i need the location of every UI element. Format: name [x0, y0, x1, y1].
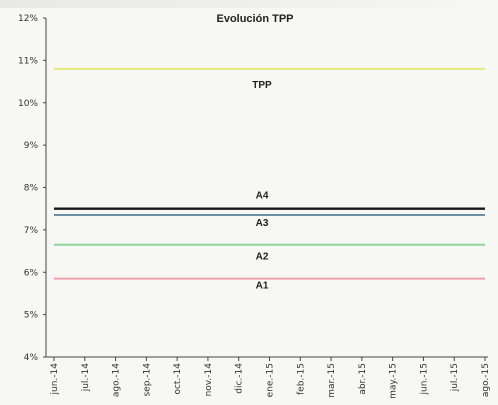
y-tick-label: 9%	[24, 141, 39, 151]
y-tick-label: 10%	[18, 99, 38, 109]
series-lines	[54, 67, 485, 280]
x-tick-label: ago.-14	[112, 363, 122, 397]
x-tick-label: feb.-15	[296, 363, 306, 395]
y-tick-label: 8%	[24, 184, 39, 194]
x-tick-label: nov.-14	[204, 363, 214, 397]
y-tick-label: 5%	[24, 311, 39, 321]
x-tick-label: dic.-14	[235, 363, 245, 394]
series-label-a1: A1	[256, 281, 269, 292]
y-ticks: 4% 5% 6% 7% 8% 9% 10% 11% 12%	[18, 14, 46, 363]
y-tick-label: 12%	[18, 14, 38, 24]
x-tick-label: may.-15	[389, 363, 399, 399]
x-tick-label: jul.-15	[450, 363, 460, 392]
y-tick-label: 6%	[24, 268, 39, 278]
series-label-a3: A3	[256, 218, 269, 229]
x-ticks: jun.-14 jul.-14 ago.-14 sep.-14 oct.-14 nov.-…	[50, 357, 491, 399]
series-label-a2: A2	[256, 252, 269, 263]
x-tick-label: jun.-14	[50, 363, 60, 396]
series-label-tpp: TPP	[252, 80, 272, 91]
x-tick-label: ago.-15	[481, 363, 491, 397]
x-tick-label: oct.-14	[173, 363, 183, 395]
y-tick-label: 11%	[18, 56, 38, 66]
chart-title: Evolución TPP	[216, 13, 293, 25]
series-label-a4: A4	[256, 191, 269, 202]
top-strip	[0, 0, 498, 8]
y-tick-label: 7%	[24, 226, 39, 236]
y-tick-label: 4%	[24, 353, 39, 363]
x-tick-label: ene.-15	[266, 363, 276, 397]
x-tick-label: mar.-15	[327, 363, 337, 398]
x-tick-label: sep.-14	[142, 363, 152, 397]
x-tick-label: jun.-15	[419, 363, 429, 395]
x-tick-label: jul.-14	[81, 363, 91, 393]
series-labels: TPP A4 A3 A2 A1	[252, 80, 272, 292]
x-tick-label: abr.-15	[358, 363, 368, 395]
